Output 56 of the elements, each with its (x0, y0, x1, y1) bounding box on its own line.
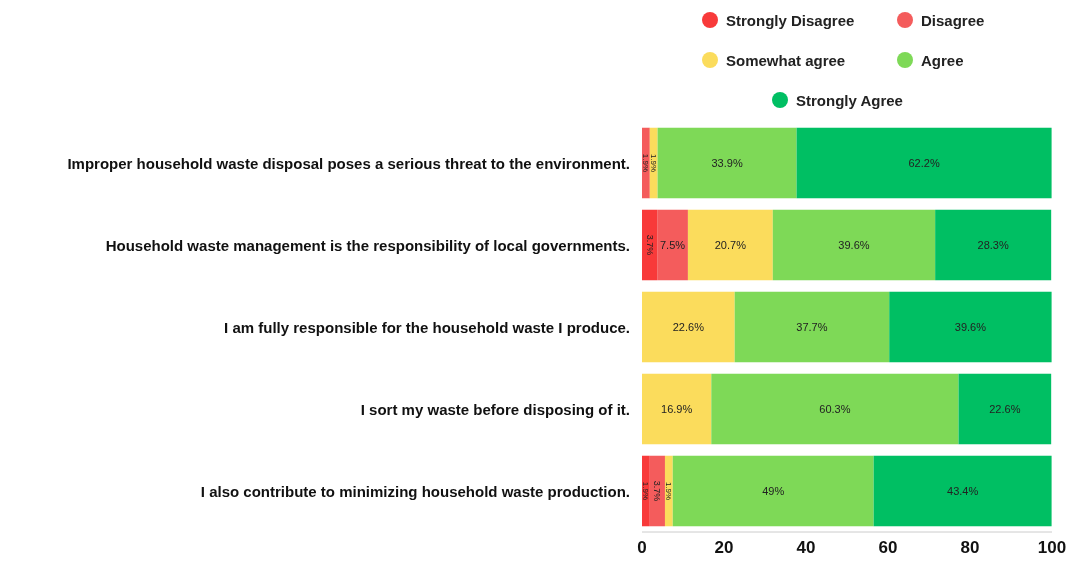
data-label: 1.9% (664, 481, 674, 501)
data-label: 22.6% (672, 321, 705, 333)
bar (657, 127, 797, 199)
data-label: 1.9% (649, 153, 659, 173)
data-label: 22.6% (989, 403, 1021, 415)
bar (664, 455, 673, 527)
data-label: 3.7% (644, 234, 655, 256)
legend-label: Disagree (921, 11, 985, 29)
bar (889, 291, 1052, 363)
bar (642, 373, 712, 445)
x-tick-label: 60 (878, 538, 898, 557)
data-label: 1.9% (641, 481, 651, 501)
bar (796, 127, 1052, 199)
legend-label: Strongly Agree (796, 91, 903, 109)
y-tick-label: I sort my waste before disposing of it. (360, 400, 630, 418)
data-label: 20.7% (714, 239, 747, 251)
bar (672, 455, 874, 527)
y-tick-label: Improper household waste disposal poses a serious threat to the environment. (67, 154, 630, 172)
legend-label: Somewhat agree (726, 51, 846, 69)
data-label: 16.9% (661, 403, 693, 415)
data-label: 3.7% (652, 480, 663, 502)
bar (873, 455, 1052, 527)
bar (642, 209, 658, 281)
bar (958, 373, 1052, 445)
bar (642, 455, 650, 527)
y-tick-label: I also contribute to minimizing household waste production. (200, 482, 630, 500)
bar (649, 127, 658, 199)
x-tick-label: 0 (637, 538, 647, 557)
bar (734, 291, 890, 363)
bar (642, 127, 650, 199)
bar (935, 209, 1052, 281)
x-tick-label: 40 (796, 538, 816, 557)
data-label: 43.4% (947, 485, 979, 497)
data-label: 39.6% (838, 239, 870, 251)
bar (772, 209, 936, 281)
y-tick-label: I am fully responsible for the household waste I produce. (224, 318, 630, 336)
legend-label: Strongly Disagree (726, 11, 855, 29)
x-tick-label: 20 (714, 538, 734, 557)
data-label: 60.3% (819, 403, 851, 415)
bar (687, 209, 773, 281)
x-tick-label: 80 (960, 538, 980, 557)
y-tick-label: Household waste management is the responsibility of local governments. (105, 236, 630, 254)
data-label: 37.7% (796, 321, 828, 333)
bar (649, 455, 665, 527)
data-label: 49% (762, 485, 785, 497)
data-label: 33.9% (711, 157, 743, 169)
data-label: 1.9% (641, 153, 651, 173)
bar (711, 373, 959, 445)
data-label: 39.6% (954, 321, 987, 333)
data-label: 28.3% (977, 239, 1009, 251)
legend-label: Agree (921, 51, 964, 69)
data-label: 62.2% (908, 157, 940, 169)
bar (642, 291, 735, 363)
bar (657, 209, 688, 281)
x-tick-label: 100 (1037, 538, 1067, 557)
data-label: 7.5% (660, 239, 686, 251)
